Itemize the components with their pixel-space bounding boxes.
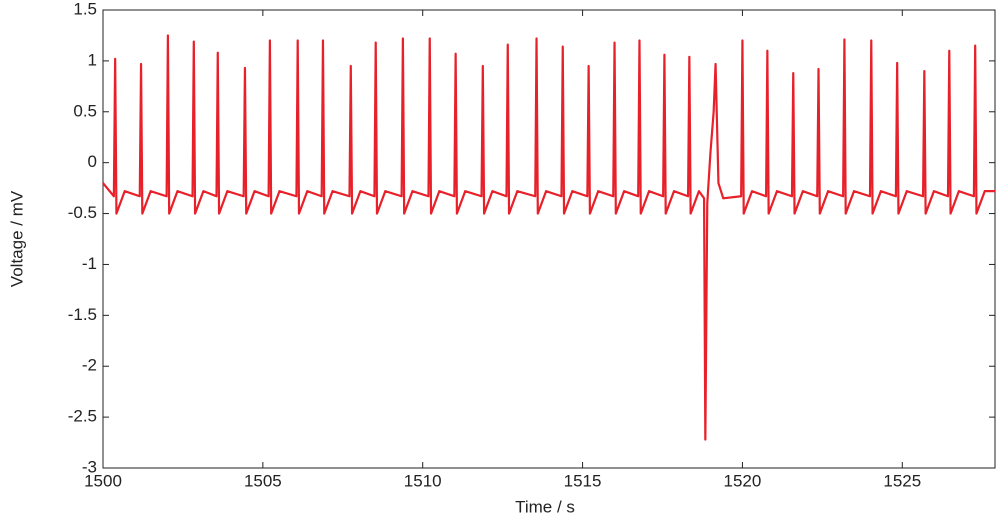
plot-frame	[102, 9, 996, 469]
y-tick-label: 0	[88, 152, 97, 171]
y-tick-label: -2	[82, 356, 97, 375]
x-tick-label: 1500	[84, 471, 122, 490]
x-tick-label: 1520	[724, 471, 762, 490]
data-line	[102, 34, 995, 441]
y-tick-label: 0.5	[73, 101, 97, 120]
x-tick-label: 1505	[244, 471, 282, 490]
x-axis-label: Time / s	[515, 497, 575, 516]
y-tick-label: -1	[82, 254, 97, 273]
y-tick-label: -1.5	[68, 305, 97, 324]
y-tick-label: -2.5	[68, 407, 97, 426]
y-axis-label: Voltage / mV	[7, 190, 26, 287]
y-tick-label: -3	[82, 457, 97, 476]
y-tick-label: -0.5	[68, 203, 97, 222]
x-tick-label: 1510	[404, 471, 442, 490]
y-tick-label: 1.5	[73, 0, 97, 18]
y-tick-label: 1	[88, 50, 97, 69]
x-tick-label: 1515	[564, 471, 602, 490]
x-tick-label: 1525	[883, 471, 921, 490]
